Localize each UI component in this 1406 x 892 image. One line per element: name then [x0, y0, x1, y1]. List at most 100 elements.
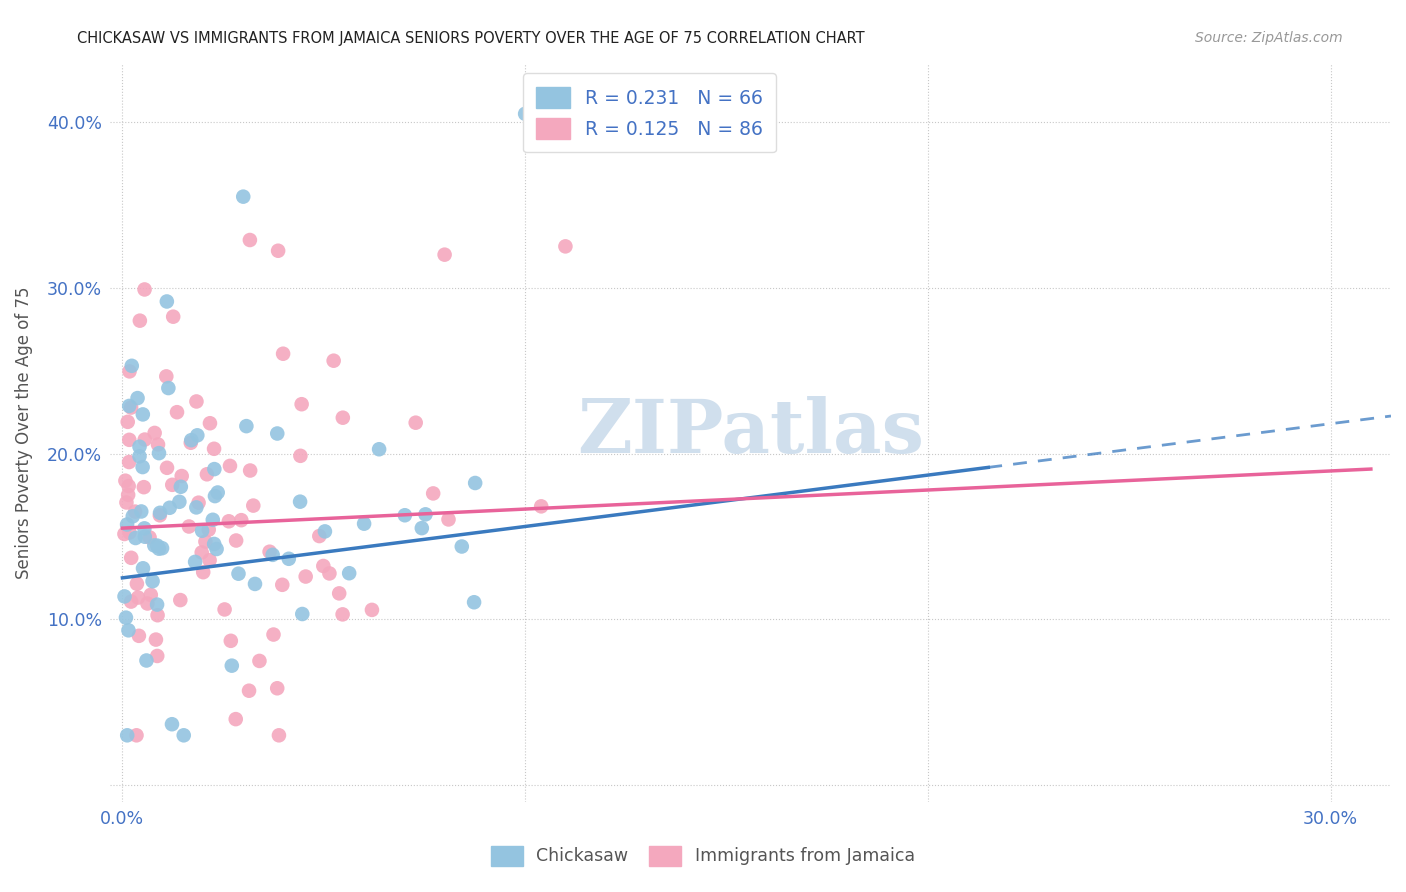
Point	[218, 514, 240, 528]
Point	[202, 537, 225, 551]
Point	[128, 440, 150, 454]
Point	[127, 391, 149, 405]
Point	[118, 399, 141, 413]
Point	[128, 629, 150, 643]
Point	[194, 534, 217, 549]
Legend: R = 0.231   N = 66, R = 0.125   N = 86: R = 0.231 N = 66, R = 0.125 N = 86	[523, 73, 776, 153]
Point	[463, 595, 485, 609]
Point	[145, 632, 167, 647]
Y-axis label: Seniors Poverty Over the Age of 75: Seniors Poverty Over the Age of 75	[15, 286, 32, 579]
Point	[117, 415, 139, 429]
Point	[132, 480, 155, 494]
Point	[464, 475, 486, 490]
Point	[125, 576, 148, 591]
Point	[266, 681, 288, 696]
Point	[120, 401, 142, 415]
Point	[146, 608, 169, 623]
Point	[149, 508, 172, 523]
Point	[125, 728, 148, 742]
Legend: Chickasaw, Immigrants from Jamaica: Chickasaw, Immigrants from Jamaica	[485, 838, 921, 872]
Point	[118, 433, 141, 447]
Point	[450, 540, 472, 554]
Point	[530, 500, 553, 514]
Point	[118, 479, 141, 493]
Point	[166, 405, 188, 419]
Point	[191, 524, 214, 538]
Point	[515, 107, 537, 121]
Point	[170, 469, 193, 483]
Point	[142, 574, 165, 589]
Point	[149, 506, 172, 520]
Point	[405, 416, 427, 430]
Point	[180, 433, 202, 447]
Point	[198, 553, 221, 567]
Point	[120, 594, 142, 608]
Point	[146, 648, 169, 663]
Point	[115, 495, 138, 509]
Point	[202, 442, 225, 456]
Point	[259, 545, 281, 559]
Point	[157, 381, 180, 395]
Point	[202, 462, 225, 476]
Point	[146, 437, 169, 451]
Point	[118, 455, 141, 469]
Point	[205, 541, 228, 556]
Point	[322, 353, 344, 368]
Point	[120, 550, 142, 565]
Point	[132, 561, 155, 575]
Point	[114, 474, 136, 488]
Point	[204, 489, 226, 503]
Point	[263, 627, 285, 641]
Point	[131, 460, 153, 475]
Point	[332, 607, 354, 622]
Point	[437, 512, 460, 526]
Point	[394, 508, 416, 523]
Point	[290, 449, 312, 463]
Point	[184, 555, 207, 569]
Text: Source: ZipAtlas.com: Source: ZipAtlas.com	[1195, 31, 1343, 45]
Point	[155, 369, 177, 384]
Point	[134, 530, 156, 544]
Point	[118, 364, 141, 378]
Point	[162, 478, 184, 492]
Point	[160, 717, 183, 731]
Point	[228, 566, 250, 581]
Point	[195, 467, 218, 482]
Point	[219, 458, 242, 473]
Point	[128, 313, 150, 327]
Point	[146, 539, 169, 553]
Point	[242, 499, 264, 513]
Point	[411, 521, 433, 535]
Point	[115, 610, 138, 624]
Point	[221, 658, 243, 673]
Point	[353, 516, 375, 531]
Point	[238, 683, 260, 698]
Point	[361, 603, 384, 617]
Point	[169, 495, 191, 509]
Point	[190, 545, 212, 559]
Point	[156, 294, 179, 309]
Point	[187, 496, 209, 510]
Point	[225, 712, 247, 726]
Point	[139, 588, 162, 602]
Point	[121, 359, 143, 373]
Point	[267, 244, 290, 258]
Point	[308, 529, 330, 543]
Point	[169, 593, 191, 607]
Point	[328, 586, 350, 600]
Point	[214, 602, 236, 616]
Point	[291, 607, 314, 621]
Point	[156, 460, 179, 475]
Point	[239, 463, 262, 477]
Point	[135, 653, 157, 667]
Point	[150, 541, 173, 556]
Point	[271, 578, 294, 592]
Point	[314, 524, 336, 539]
Point	[173, 728, 195, 742]
Point	[143, 538, 166, 552]
Point	[132, 408, 155, 422]
Point	[249, 654, 271, 668]
Point	[159, 500, 181, 515]
Point	[127, 591, 149, 605]
Point	[177, 519, 200, 533]
